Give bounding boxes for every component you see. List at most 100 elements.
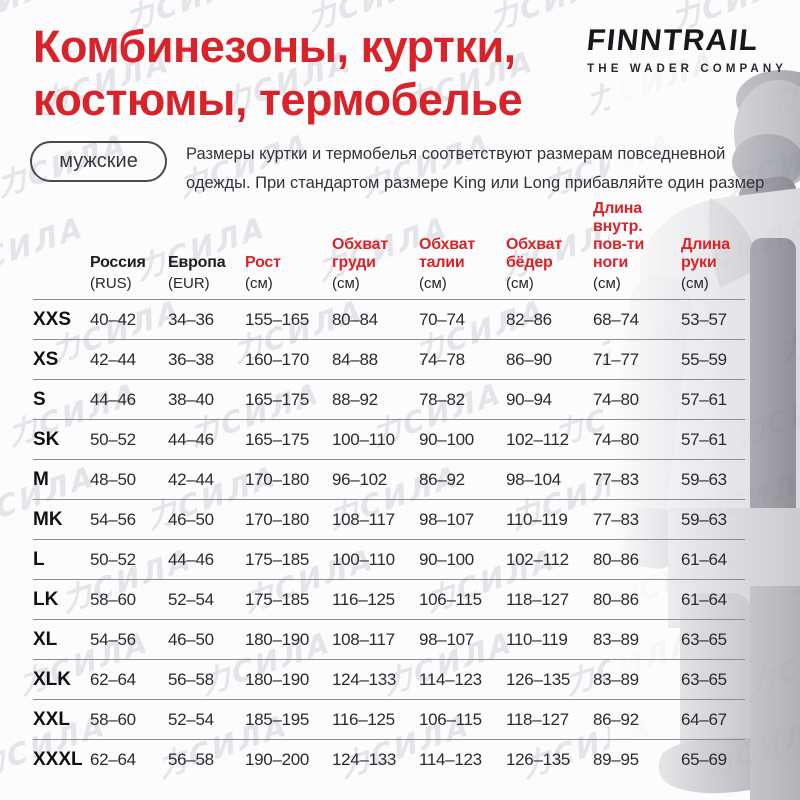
cell-waist: 74–78 — [419, 349, 465, 369]
column-label: Длина руки — [681, 236, 730, 271]
brand-tagline: THE WADER COMPANY — [587, 63, 787, 75]
cell-height: 160–170 — [245, 349, 310, 369]
size-label: XLK — [33, 668, 71, 690]
size-label: LK — [33, 588, 59, 610]
cell-hips: 98–104 — [506, 469, 561, 489]
size-label: XL — [33, 628, 58, 650]
cell-waist: 86–92 — [419, 469, 465, 489]
cell-eur: 56–58 — [168, 669, 214, 689]
cell-height: 170–180 — [245, 509, 310, 529]
column-header: Длина руки (см) — [681, 236, 745, 292]
size-label: XXL — [33, 708, 70, 730]
cell-hips: 126–135 — [506, 669, 571, 689]
cell-arm: 59–63 — [681, 509, 727, 529]
size-label: MK — [33, 508, 63, 530]
column-unit: (см) — [419, 275, 447, 292]
cell-rus: 44–46 — [90, 389, 136, 409]
size-table-header: Россия (RUS) Европа (EUR) Рост (см) Обхват гру… — [33, 200, 745, 300]
cell-height: 155–165 — [245, 309, 310, 329]
cell-inseam: 80–86 — [593, 589, 639, 609]
cell-inseam: 71–77 — [593, 349, 639, 369]
cell-arm: 59–63 — [681, 469, 727, 489]
size-table: Россия (RUS) Европа (EUR) Рост (см) Обхват гру… — [33, 200, 745, 780]
cell-hips: 90–94 — [506, 389, 552, 409]
cell-inseam: 74–80 — [593, 389, 639, 409]
column-unit — [33, 275, 90, 292]
column-header: Обхват талии (см) — [419, 236, 506, 292]
cell-rus: 54–56 — [90, 509, 136, 529]
cell-height: 180–190 — [245, 669, 310, 689]
table-row: SK 50–52 44–46 165–175 100–110 90–100 102–112 7… — [33, 420, 745, 460]
size-label: S — [33, 388, 46, 410]
table-row: MK 54–56 46–50 170–180 108–117 98–107 110–119 7… — [33, 500, 745, 540]
cell-rus: 42–44 — [90, 349, 136, 369]
cell-hips: 86–90 — [506, 349, 552, 369]
cell-height: 175–185 — [245, 589, 310, 609]
cell-chest: 116–125 — [332, 589, 395, 609]
table-row: L 50–52 44–46 175–185 100–110 90–100 102–112 80… — [33, 540, 745, 580]
cell-chest: 100–110 — [332, 549, 395, 569]
finntrail-logo: FINNTRAIL — [585, 24, 761, 57]
cell-hips: 82–86 — [506, 309, 552, 329]
cell-chest: 88–92 — [332, 389, 378, 409]
column-header: Обхват груди (см) — [332, 236, 419, 292]
cell-waist: 114–123 — [419, 669, 482, 689]
column-unit: (см) — [332, 275, 360, 292]
size-label: XXS — [33, 308, 72, 330]
column-label: Европа — [168, 254, 226, 271]
cell-eur: 46–50 — [168, 509, 214, 529]
column-label: Россия — [90, 254, 146, 271]
cell-eur: 38–40 — [168, 389, 214, 409]
column-header: Европа (EUR) — [168, 254, 245, 292]
size-note: Размеры куртки и термобелья соответствую… — [186, 145, 765, 192]
size-label: XXXL — [33, 749, 83, 770]
cell-height: 180–190 — [245, 629, 310, 649]
cell-inseam: 80–86 — [593, 549, 639, 569]
cell-eur: 36–38 — [168, 349, 214, 369]
cell-rus: 62–64 — [90, 669, 136, 689]
cell-hips: 126–135 — [506, 750, 571, 769]
cell-chest: 80–84 — [332, 309, 378, 329]
cell-waist: 114–123 — [419, 750, 482, 769]
size-label: SK — [33, 428, 60, 450]
cell-eur: 44–46 — [168, 549, 214, 569]
cell-chest: 124–133 — [332, 750, 397, 769]
cell-rus: 62–64 — [90, 750, 136, 769]
size-label: M — [33, 468, 49, 490]
table-row: XXL 58–60 52–54 185–195 116–125 106–115 118–12… — [33, 700, 745, 740]
cell-arm: 65–69 — [681, 750, 727, 769]
cell-height: 170–180 — [245, 469, 310, 489]
cell-inseam: 83–89 — [593, 669, 639, 689]
cell-arm: 61–64 — [681, 589, 727, 609]
size-label: XS — [33, 348, 59, 370]
table-row: XXXL 62–64 56–58 190–200 124–133 114–123 126–1… — [33, 740, 745, 780]
cell-chest: 108–117 — [332, 629, 395, 649]
cell-inseam: 77–83 — [593, 469, 639, 489]
column-label: Рост — [245, 254, 281, 271]
cell-hips: 102–112 — [506, 429, 569, 449]
cell-eur: 52–54 — [168, 589, 214, 609]
cell-waist: 98–107 — [419, 509, 474, 529]
cell-hips: 118–127 — [506, 589, 569, 609]
cell-chest: 84–88 — [332, 349, 378, 369]
cell-inseam: 74–80 — [593, 429, 639, 449]
cell-inseam: 68–74 — [593, 309, 639, 329]
column-unit: (EUR) — [168, 275, 210, 292]
cell-waist: 98–107 — [419, 629, 474, 649]
column-label: Обхват бёдер — [506, 236, 562, 271]
category-pill-men: мужские — [30, 141, 167, 182]
cell-eur: 42–44 — [168, 469, 214, 489]
cell-eur: 56–58 — [168, 750, 214, 769]
cell-rus: 48–50 — [90, 469, 136, 489]
cell-arm: 63–65 — [681, 669, 727, 689]
cell-chest: 100–110 — [332, 429, 395, 449]
column-label: Длина внутр. пов-ти ноги — [593, 200, 645, 271]
cell-chest: 116–125 — [332, 709, 395, 729]
cell-inseam: 89–95 — [593, 750, 639, 769]
cell-arm: 61–64 — [681, 549, 727, 569]
cell-inseam: 77–83 — [593, 509, 639, 529]
brand-block: FINNTRAIL THE WADER COMPANY — [585, 24, 787, 75]
cell-rus: 50–52 — [90, 429, 136, 449]
cell-waist: 106–115 — [419, 709, 482, 729]
size-label: L — [33, 548, 45, 570]
